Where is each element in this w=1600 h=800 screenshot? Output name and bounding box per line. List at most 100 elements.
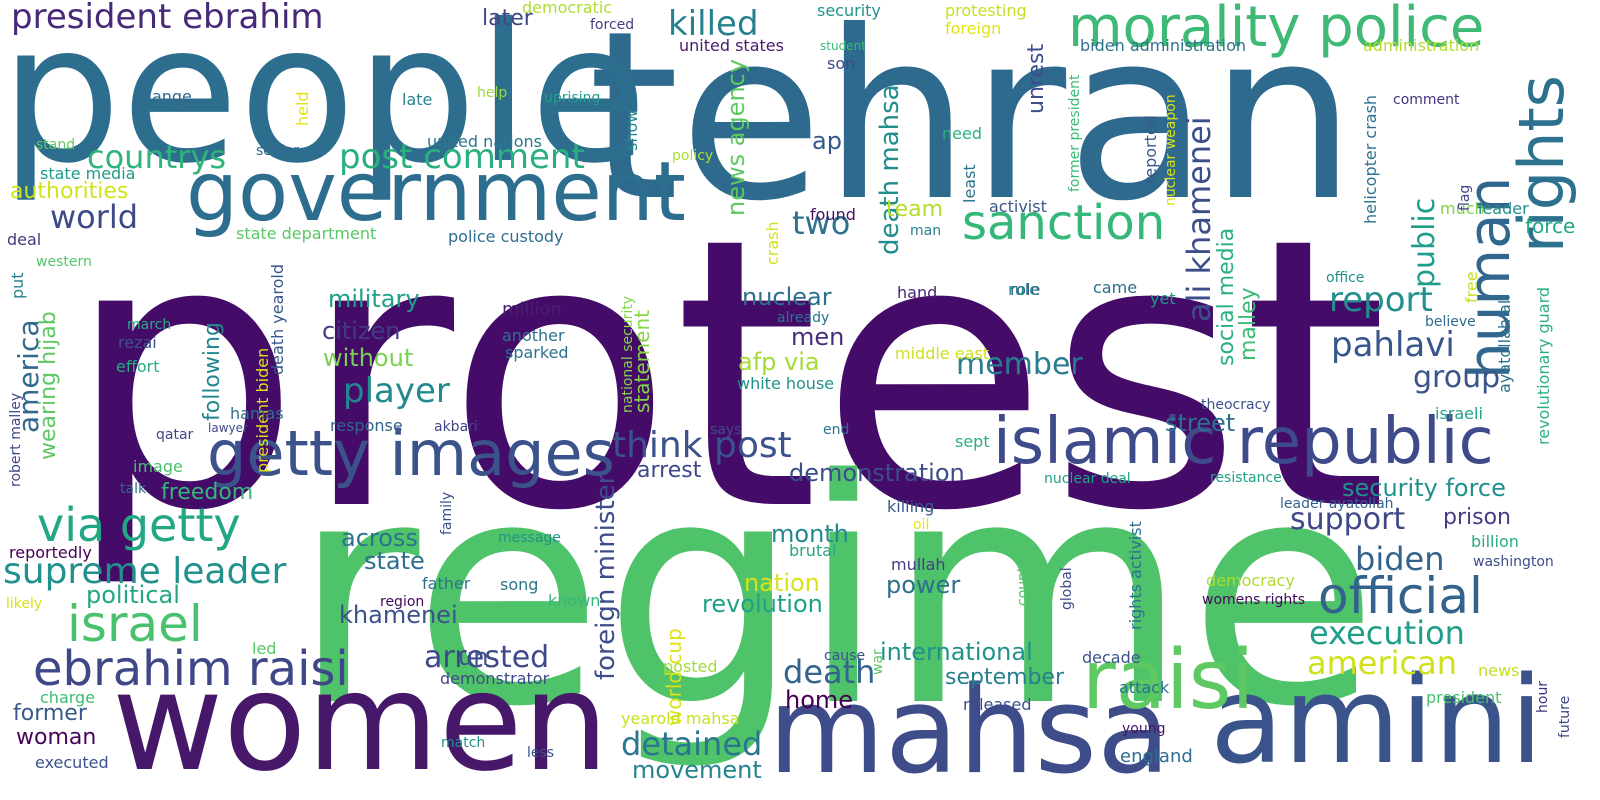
cloud-word: image — [133, 457, 183, 476]
cloud-word: talk — [120, 481, 147, 497]
cloud-word: office — [1326, 270, 1365, 286]
cloud-word: women — [112, 644, 609, 800]
cloud-word: group — [1413, 360, 1501, 395]
cloud-word: policy — [672, 148, 714, 164]
cloud-word: citizen — [322, 317, 401, 345]
cloud-word: month — [771, 520, 849, 548]
cloud-word: regime — [292, 414, 1379, 775]
cloud-word: president — [1426, 688, 1502, 707]
cloud-word: arrested — [424, 640, 550, 675]
cloud-word: israeli — [1435, 404, 1483, 423]
cloud-word: reportedly — [9, 543, 92, 562]
cloud-word: united states — [679, 36, 784, 55]
cloud-word: un — [458, 643, 489, 671]
cloud-word: wearing hijab — [36, 310, 61, 460]
cloud-word: nuclear — [742, 283, 832, 311]
cloud-word: cause — [824, 648, 866, 664]
cloud-word: authorities — [10, 179, 129, 204]
cloud-word: message — [498, 530, 561, 546]
cloud-word: middle east — [895, 344, 989, 363]
cloud-word: islamic republic — [993, 405, 1494, 479]
cloud-word: revolutionary guard — [1534, 287, 1553, 446]
cloud-word: pahlavi — [1331, 325, 1455, 365]
cloud-word: administration — [1363, 36, 1480, 55]
cloud-word: member — [956, 347, 1083, 382]
cloud-word: ayatollah ali — [1495, 295, 1514, 393]
cloud-word: crash — [763, 221, 782, 265]
cloud-word: likely — [6, 596, 43, 612]
cloud-word: womens rights — [1202, 592, 1306, 608]
cloud-word: hour — [1535, 680, 1551, 713]
cloud-word: social media — [1214, 228, 1239, 367]
cloud-word: yet — [1150, 289, 1176, 308]
cloud-word: reported — [1141, 114, 1160, 184]
cloud-word: hamas — [230, 404, 284, 423]
cloud-word: news — [1478, 661, 1520, 680]
cloud-word: amini — [1210, 652, 1544, 791]
cloud-word: need — [942, 124, 982, 143]
cloud-word: free — [1462, 271, 1481, 304]
cloud-word: protest — [65, 159, 1388, 592]
cloud-word: led — [252, 639, 277, 658]
cloud-word: protesting — [945, 1, 1027, 20]
cloud-word: robert malley — [8, 393, 24, 488]
cloud-word: family — [439, 492, 455, 536]
cloud-word: national security — [620, 295, 636, 413]
cloud-word: young — [1122, 721, 1166, 737]
cloud-word: player — [343, 371, 450, 411]
cloud-word: united nations — [427, 132, 543, 151]
cloud-word: sanction — [962, 195, 1166, 251]
cloud-word: another — [502, 326, 565, 345]
cloud-word: freedom — [161, 480, 254, 505]
cloud-word: million — [502, 299, 562, 320]
cloud-word: mahsa — [768, 662, 1171, 800]
cloud-word: future — [1557, 696, 1573, 739]
cloud-word: prison — [1443, 505, 1511, 530]
cloud-word: white house — [737, 374, 835, 393]
cloud-word: less — [527, 745, 555, 761]
cloud-word: effort — [116, 357, 160, 376]
cloud-word: billion — [1471, 532, 1519, 551]
cloud-word: team — [886, 197, 944, 222]
cloud-word: much — [1440, 199, 1485, 218]
cloud-word: flag — [1457, 184, 1473, 211]
cloud-word: song — [500, 575, 539, 594]
cloud-word: force — [1525, 214, 1576, 238]
cloud-word: state — [364, 547, 425, 575]
cloud-word: execution — [1309, 614, 1465, 652]
cloud-word: march — [127, 317, 172, 333]
cloud-word: israel — [67, 595, 203, 653]
cloud-word: deal — [7, 230, 42, 249]
cloud-word: democracy — [1206, 571, 1295, 590]
cloud-word: police custody — [448, 227, 564, 246]
cloud-word: ap — [812, 127, 842, 155]
cloud-word: already — [777, 310, 830, 326]
cloud-word: revolution — [702, 590, 823, 618]
cloud-word: helicopter crash — [1361, 94, 1380, 224]
cloud-word: rights activist — [1126, 521, 1145, 630]
cloud-word: western — [36, 254, 92, 270]
cloud-word: help — [477, 85, 508, 101]
cloud-word: put — [8, 272, 27, 299]
cloud-word: men — [791, 323, 845, 351]
cloud-word: arrest — [637, 458, 702, 483]
cloud-word: global — [1059, 567, 1075, 611]
cloud-word: oil — [913, 517, 930, 533]
cloud-word: held — [293, 91, 312, 127]
cloud-word: hand — [897, 283, 938, 302]
cloud-word: rule — [1008, 280, 1040, 299]
cloud-word: american — [1307, 644, 1457, 682]
cloud-word: political — [86, 581, 180, 609]
cloud-word: demonstration — [789, 459, 965, 487]
cloud-word: comment — [1393, 92, 1460, 108]
cloud-word: found — [810, 205, 856, 224]
cloud-word: biden — [1355, 540, 1445, 578]
cloud-word: countries — [1015, 540, 1031, 606]
cloud-word: sparked — [505, 343, 569, 362]
cloud-word: following — [200, 321, 225, 421]
cloud-word: tehran — [588, 0, 1357, 252]
cloud-word: security force — [1342, 474, 1506, 502]
cloud-word: yearold mahsa — [621, 709, 740, 728]
cloud-word: lawyer — [208, 421, 248, 435]
cloud-word: think post — [612, 425, 792, 466]
